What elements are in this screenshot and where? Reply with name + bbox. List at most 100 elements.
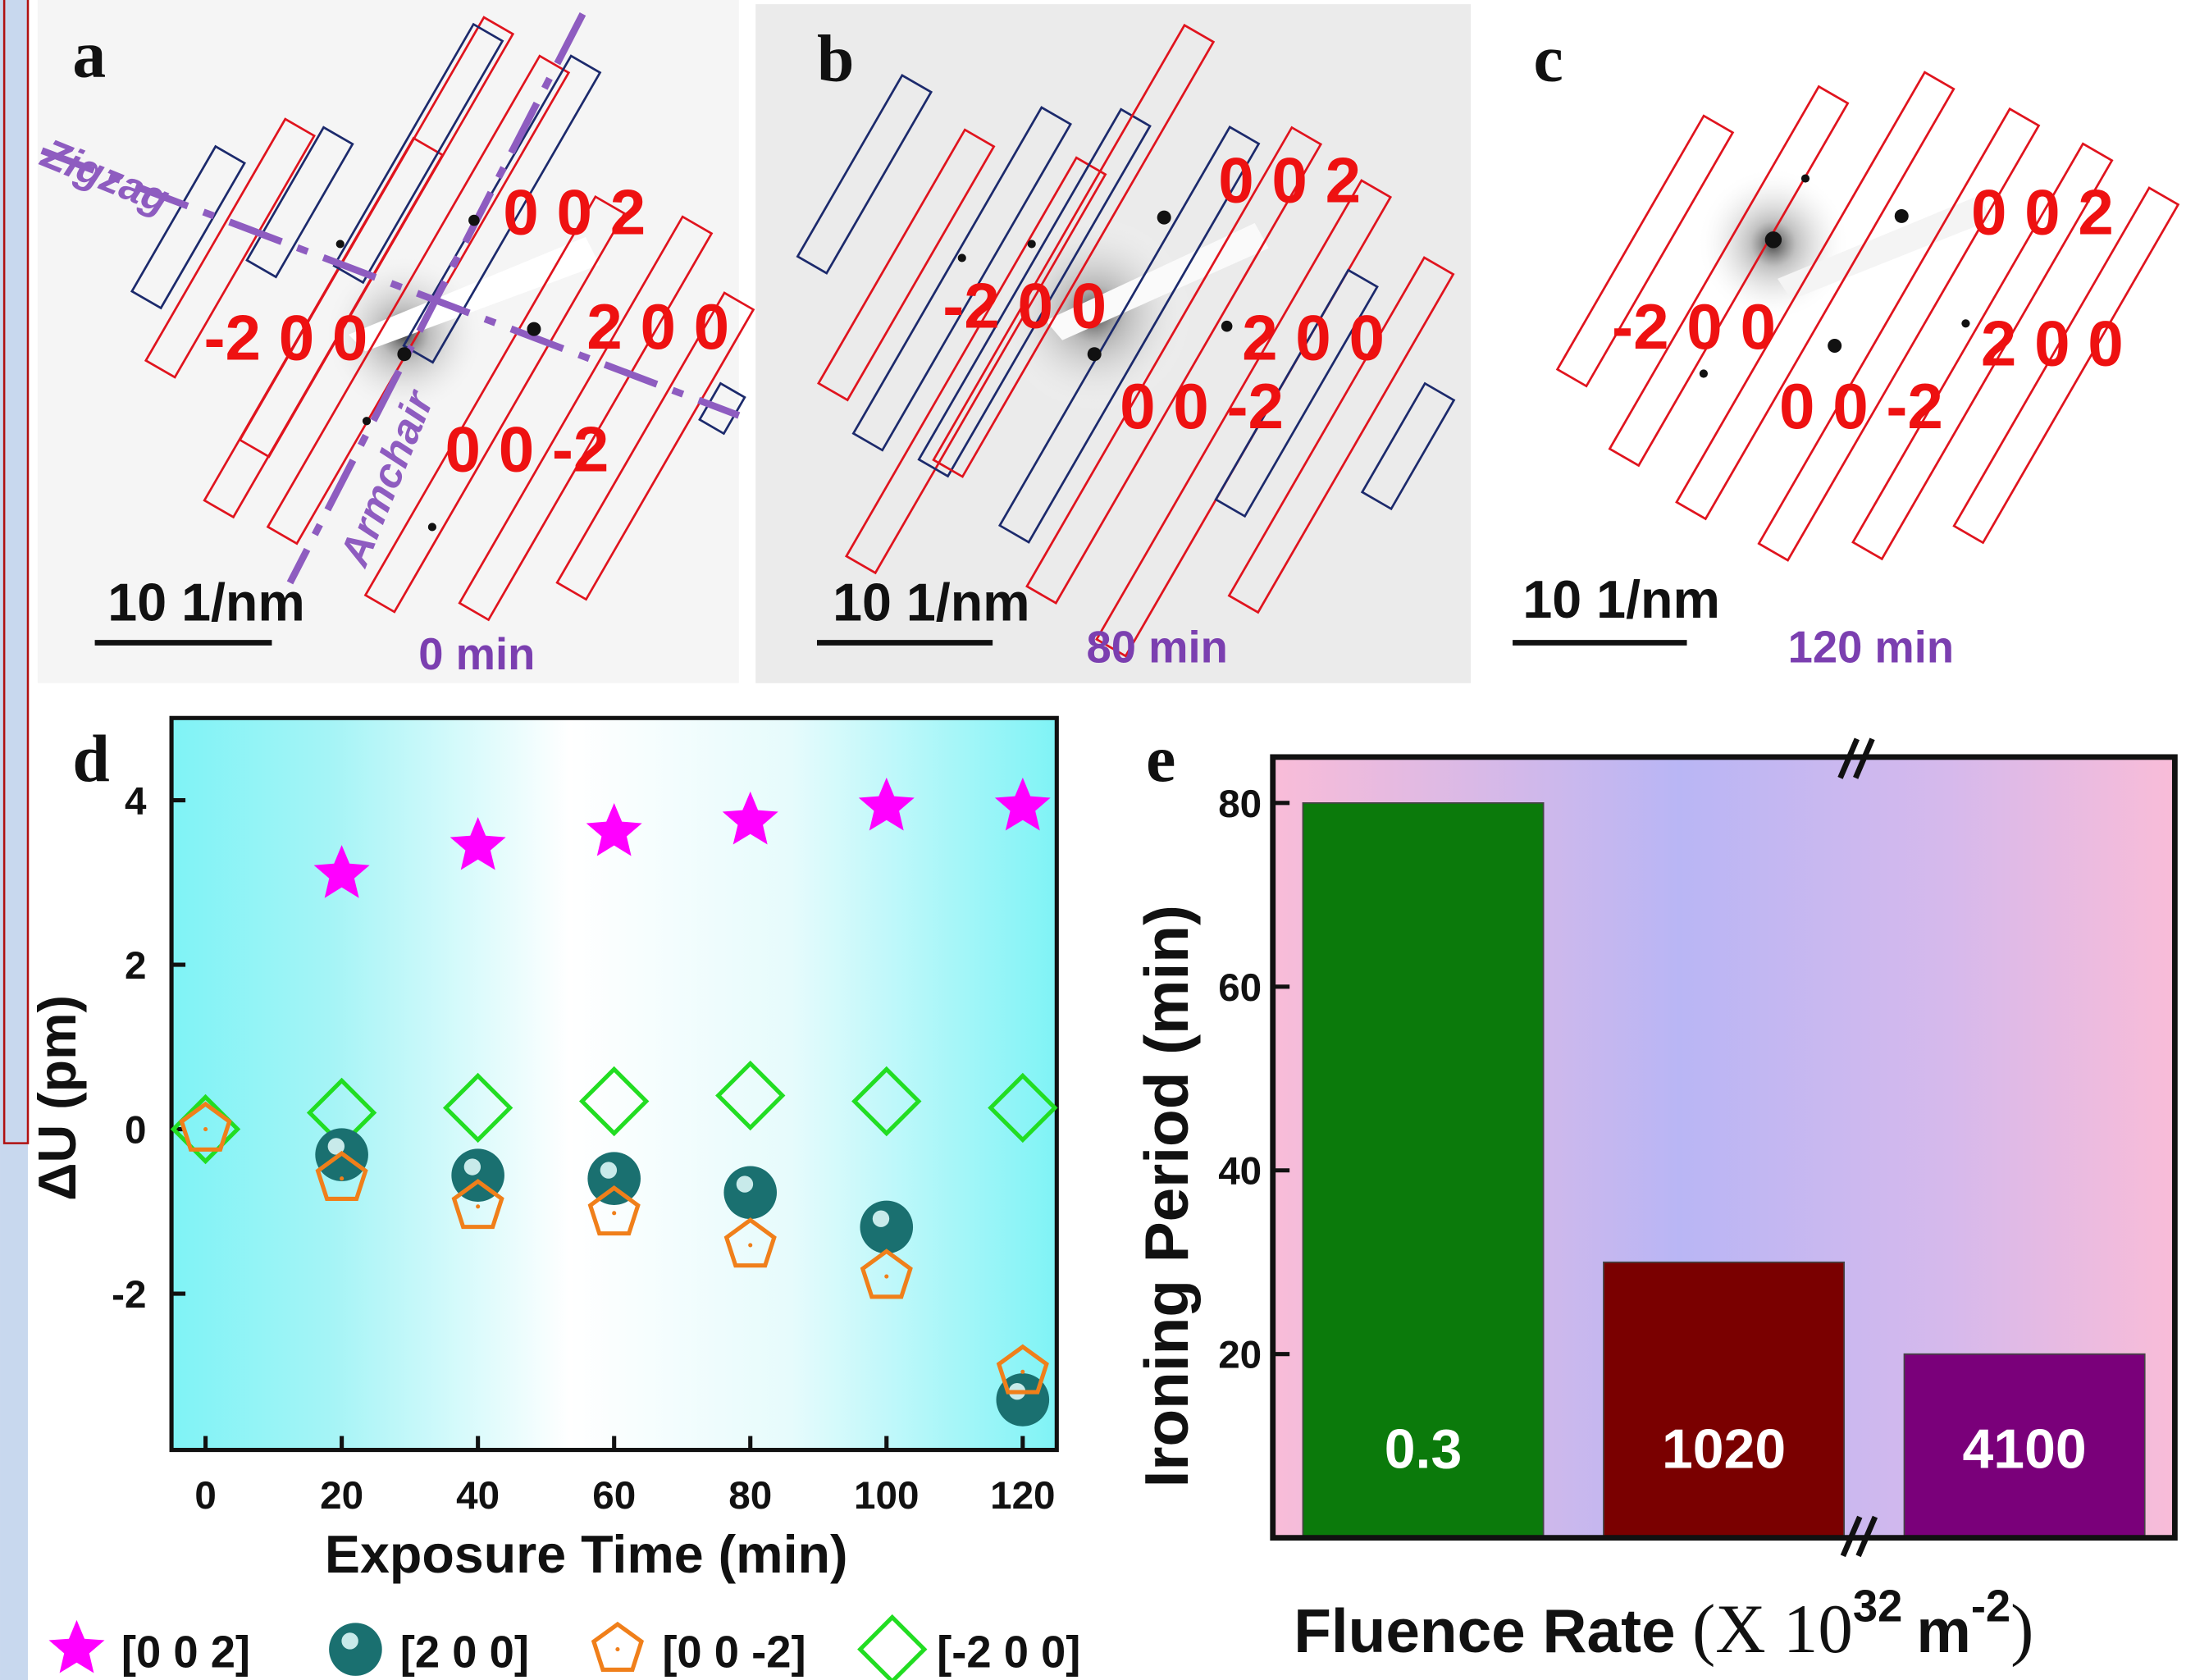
bar-category-label: 0.3 xyxy=(1385,1418,1463,1481)
ball-highlight xyxy=(736,1176,754,1193)
time-label: 80 min xyxy=(1087,622,1228,672)
time-label: 0 min xyxy=(418,629,535,679)
center-dot xyxy=(615,1647,620,1652)
reflection-label: 2 0 0 xyxy=(586,290,729,363)
y-tick-label: -2 xyxy=(112,1273,146,1317)
zigzag-direction xyxy=(40,147,741,419)
legend-marker xyxy=(857,1614,928,1680)
reflection-label: -2 0 0 xyxy=(1612,290,1776,363)
legend-marker xyxy=(329,1623,382,1676)
reflection-label: 2 0 0 xyxy=(1242,301,1385,373)
x-axis-title-unit: m xyxy=(1916,1596,1970,1665)
pentagon xyxy=(860,1249,913,1299)
marker xyxy=(996,1344,1049,1395)
marker xyxy=(723,1217,777,1268)
reflection-label: -2 0 0 xyxy=(203,301,367,373)
bar xyxy=(1302,802,1545,1539)
pentagon xyxy=(179,1101,232,1152)
legend-label: [-2 0 0] xyxy=(937,1628,1080,1678)
pentagon xyxy=(451,1179,504,1230)
x-axis-title-text: Fluence Rate xyxy=(1294,1596,1675,1665)
x-axis-title-unit: ) xyxy=(2010,1591,2033,1668)
marker xyxy=(587,1152,641,1206)
star xyxy=(722,791,778,845)
marker xyxy=(860,1200,914,1254)
y-tick-label: 60 xyxy=(1218,966,1262,1010)
panel-letter: e xyxy=(1146,721,1175,796)
x-tick-label: 120 xyxy=(990,1474,1055,1518)
panel-b: b 0 0 2 -2 0 0 2 0 0 0 0 -2 10 1/nm 80 m… xyxy=(755,4,1472,683)
x-tick-label: 80 xyxy=(728,1474,772,1518)
bar-category-label: 1020 xyxy=(1662,1418,1786,1481)
ball xyxy=(329,1623,382,1676)
x-axis-title-unit: (X 10 xyxy=(1692,1591,1853,1668)
time-label: 120 min xyxy=(1788,622,1955,672)
panel-c: c 0 0 2 -2 0 0 2 0 0 0 0 -2 10 1/nm 120 … xyxy=(1489,0,2186,683)
x-tick-label: 60 xyxy=(592,1474,636,1518)
marker xyxy=(860,1249,913,1299)
reflection-label: -2 0 0 xyxy=(942,269,1107,341)
bar xyxy=(1603,1261,1846,1539)
pentagon xyxy=(723,1217,777,1268)
star xyxy=(48,1619,105,1673)
y-tick-label: 0 xyxy=(125,1109,146,1153)
x-axis-title: Exposure Time (min) xyxy=(325,1525,848,1584)
y-tick-label: 80 xyxy=(1218,783,1262,826)
axes-frame xyxy=(1270,754,2178,1541)
ball xyxy=(587,1152,641,1206)
scale-bar-label: 10 1/nm xyxy=(833,573,1030,632)
x-tick-label: 20 xyxy=(320,1474,363,1518)
x-axis-title-exponent: -2 xyxy=(1971,1582,2010,1632)
ball-highlight xyxy=(327,1138,345,1155)
marker xyxy=(451,1179,504,1230)
diamond xyxy=(857,1614,928,1680)
marker xyxy=(442,1072,513,1144)
beam-stop xyxy=(348,236,600,352)
reflection-label: 0 0 2 xyxy=(1971,176,2114,249)
marker xyxy=(450,816,506,870)
bar-category-label: 4100 xyxy=(1962,1418,2086,1481)
marker xyxy=(313,845,370,898)
star xyxy=(450,816,506,870)
y-tick-label: 40 xyxy=(1218,1150,1262,1194)
pentagon xyxy=(591,1621,644,1672)
center-dot xyxy=(612,1211,617,1216)
center-dot xyxy=(340,1176,345,1181)
legend-label: [2 0 0] xyxy=(400,1628,529,1678)
star xyxy=(994,777,1051,831)
panel-letter: d xyxy=(72,721,109,796)
diamond xyxy=(578,1066,650,1137)
x-tick-label: 40 xyxy=(456,1474,500,1518)
ball-highlight xyxy=(872,1210,890,1227)
center-dot xyxy=(884,1274,889,1279)
y-axis-title: Ironing Period (min) xyxy=(1132,905,1201,1487)
lattice-rows xyxy=(1555,71,2180,562)
marker xyxy=(851,1066,922,1137)
center-dot xyxy=(203,1127,208,1132)
marker xyxy=(715,1060,786,1131)
armchair-direction xyxy=(286,12,586,585)
center-dot xyxy=(476,1204,481,1209)
panel-letter: c xyxy=(1534,21,1563,96)
pentagon xyxy=(315,1150,368,1202)
y-axis-title: ΔU (pm) xyxy=(28,995,87,1201)
ball-highlight xyxy=(600,1162,618,1179)
y-tick-label: 2 xyxy=(125,944,146,988)
reflection-label: 0 0 -2 xyxy=(445,413,609,485)
diamond xyxy=(851,1066,922,1137)
reflection-label: 0 0 2 xyxy=(1218,144,1361,216)
marker xyxy=(988,1072,1058,1144)
legend-label: [0 0 -2] xyxy=(662,1628,805,1678)
marker xyxy=(578,1066,650,1137)
legend-label: [0 0 2] xyxy=(121,1628,250,1678)
beam-stop xyxy=(1045,222,1269,340)
lattice-rows xyxy=(796,23,1456,658)
reflection-label: 0 0 2 xyxy=(503,176,646,249)
legend-marker xyxy=(591,1621,644,1672)
ball xyxy=(996,1373,1050,1427)
y-tick-label: 20 xyxy=(1218,1334,1262,1377)
legend-marker xyxy=(48,1619,105,1673)
reflection-label: 0 0 -2 xyxy=(1779,370,1943,442)
